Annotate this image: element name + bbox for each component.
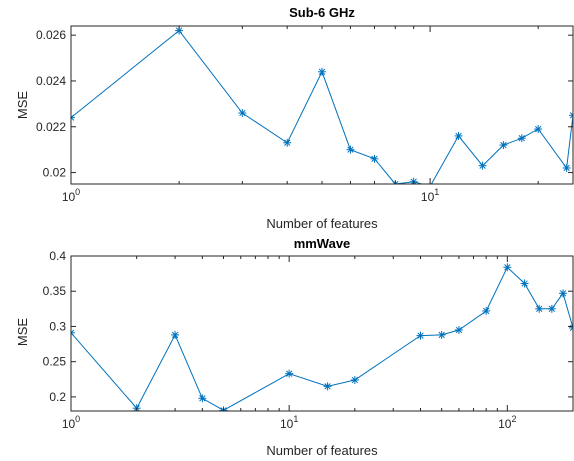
y-ticks: 0.02 0.022 0.024 0.026 xyxy=(36,28,573,180)
x-tick-label: 100 xyxy=(62,414,80,431)
x-ticks: 100 101 102 xyxy=(62,256,517,431)
chart-title: Sub-6 GHz xyxy=(289,5,355,20)
data-point-marker xyxy=(454,325,463,334)
x-axis-label: Number of features xyxy=(266,216,378,231)
data-point-marker xyxy=(559,289,568,298)
data-point-marker xyxy=(535,304,544,313)
data-point-marker xyxy=(71,328,75,337)
y-tick-label: 0.25 xyxy=(43,355,67,369)
data-point-marker xyxy=(482,306,491,315)
plot-layer xyxy=(71,263,573,411)
data-point-marker xyxy=(569,111,573,120)
y-tick-label: 0.026 xyxy=(36,28,66,42)
data-point-marker xyxy=(323,382,332,391)
data-point-marker xyxy=(534,125,543,134)
data-point-marker xyxy=(238,109,247,118)
x-ticks: 100 101 xyxy=(62,26,539,204)
chart-title: mmWave xyxy=(294,236,351,251)
x-tick-label: 101 xyxy=(421,187,439,204)
y-tick-label: 0.3 xyxy=(49,319,66,333)
data-point-marker xyxy=(478,161,487,170)
axes-box xyxy=(70,25,574,185)
y-axis-label: MSE xyxy=(15,318,30,347)
subplot-sub6: Sub-6 GHz 0.02 0.022 0.024 0.026 100 101 MSE… xyxy=(15,5,574,231)
data-point-marker xyxy=(71,113,75,122)
x-tick-label: 102 xyxy=(498,414,516,431)
data-point-marker xyxy=(283,138,292,147)
data-point-marker xyxy=(350,376,359,384)
x-tick-label: 100 xyxy=(62,187,80,204)
plot-layer xyxy=(71,26,573,184)
y-tick-label: 0.02 xyxy=(43,166,67,180)
y-tick-label: 0.4 xyxy=(49,249,66,263)
data-point-marker xyxy=(198,394,207,403)
data-point-marker xyxy=(416,331,425,340)
data-point-marker xyxy=(454,131,463,140)
data-point-marker xyxy=(503,263,512,272)
data-point-marker xyxy=(285,369,294,378)
data-point-marker xyxy=(437,330,446,339)
data-point-marker xyxy=(562,163,571,172)
data-point-marker xyxy=(547,304,556,313)
subplot-mmwave: mmWave 0.2 0.25 0.3 0.35 0.4 100 101 102 MSE N… xyxy=(15,236,574,458)
y-ticks: 0.2 0.25 0.3 0.35 0.4 xyxy=(43,249,573,404)
data-point-marker xyxy=(370,154,379,163)
series-line xyxy=(71,266,573,411)
y-tick-label: 0.35 xyxy=(43,284,67,298)
y-tick-label: 0.022 xyxy=(36,120,66,134)
data-point-marker xyxy=(499,141,508,150)
axes-box xyxy=(70,255,574,412)
data-point-marker xyxy=(520,279,529,288)
data-point-marker xyxy=(346,145,355,154)
y-tick-label: 0.024 xyxy=(36,74,66,88)
x-axis-label: Number of features xyxy=(266,443,378,458)
x-tick-label: 101 xyxy=(280,414,298,431)
data-point-marker xyxy=(318,67,326,76)
y-axis-label: MSE xyxy=(15,91,30,120)
data-point-marker xyxy=(171,330,180,339)
y-tick-label: 0.2 xyxy=(49,390,66,404)
series-line xyxy=(71,29,573,184)
data-point-marker xyxy=(517,134,526,143)
